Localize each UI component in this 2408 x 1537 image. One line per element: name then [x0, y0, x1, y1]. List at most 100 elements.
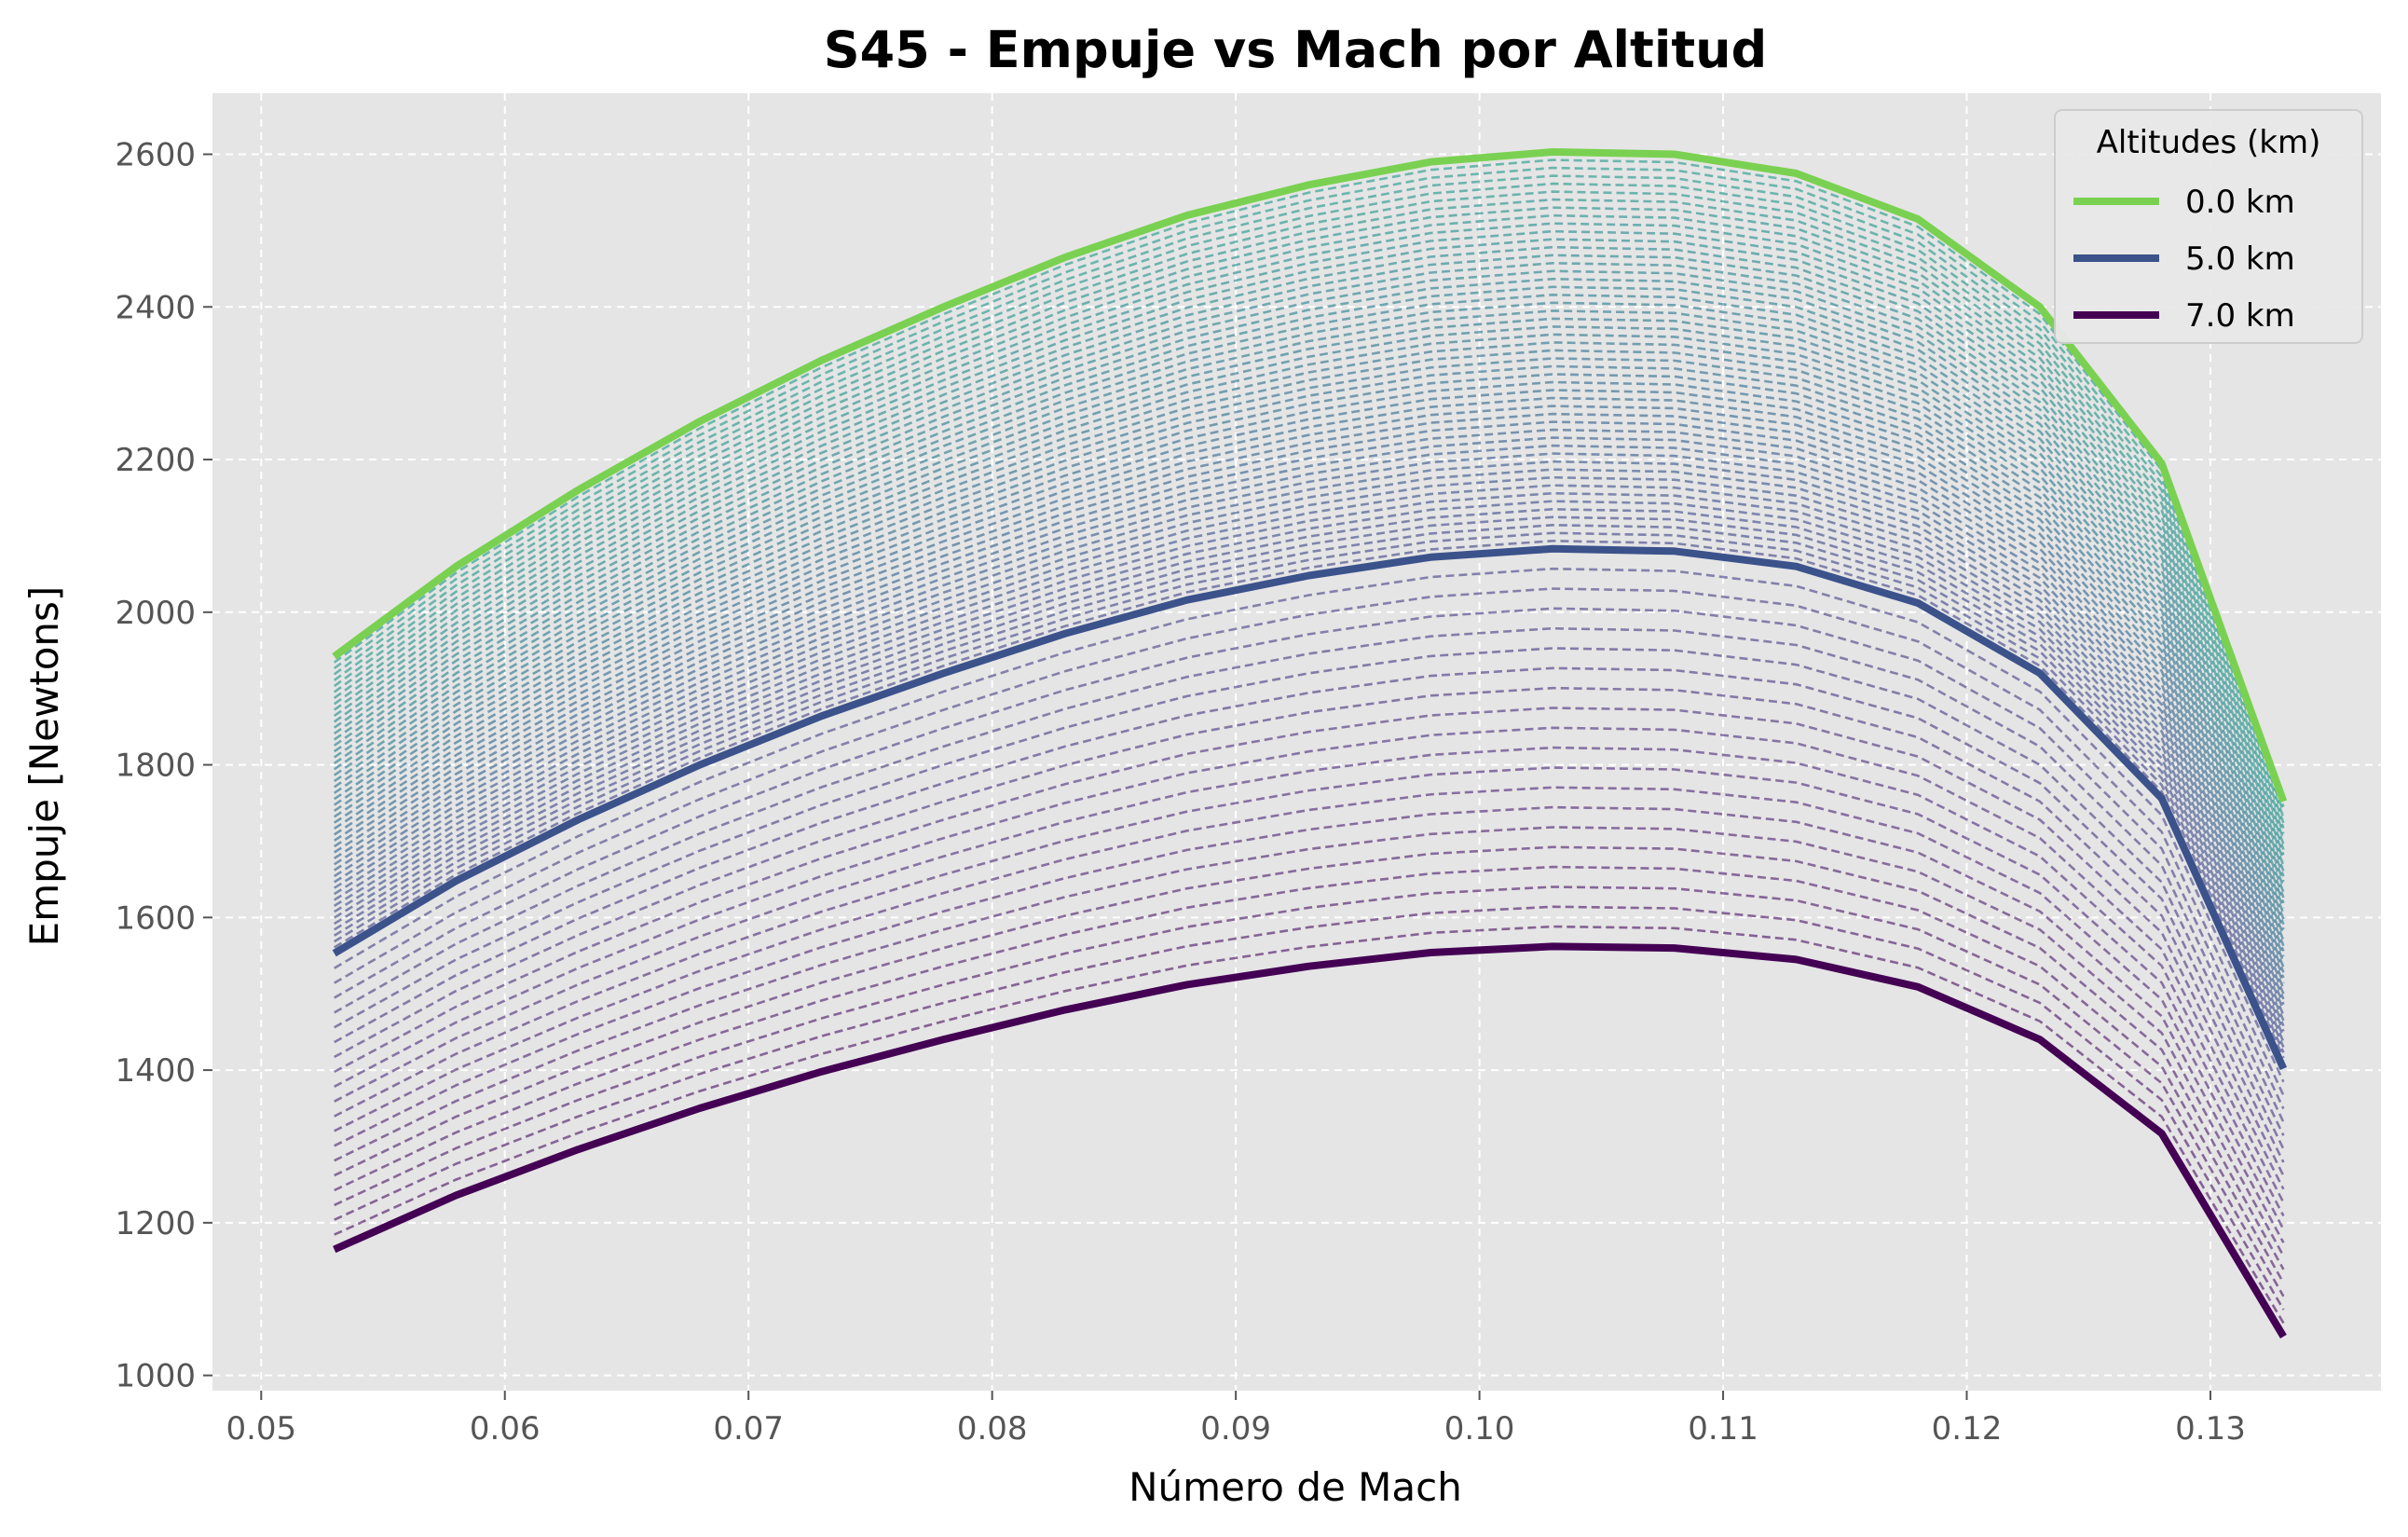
intermediate-curve-lower [334, 587, 2285, 1096]
intermediate-curve-upper [333, 166, 2285, 813]
intermediate-curve-lower [334, 905, 2285, 1311]
y-tick-label: 1600 [115, 899, 196, 937]
intermediate-curve-lower [334, 865, 2285, 1284]
intermediate-curve-upper [333, 420, 2285, 984]
x-tick-label: 0.06 [470, 1410, 540, 1448]
intermediate-curve-upper [334, 428, 2285, 990]
x-tick-label: 0.13 [2175, 1410, 2246, 1448]
intermediate-curve-upper [333, 229, 2285, 856]
intermediate-curve-upper [333, 301, 2285, 904]
intermediate-curve-upper [334, 452, 2285, 1006]
intermediate-curve-upper [334, 468, 2285, 1016]
chart-title: S45 - Empuje vs Mach por Altitud [824, 21, 1768, 79]
x-tick-label: 0.10 [1444, 1410, 1515, 1448]
y-tick-label: 2000 [115, 595, 196, 632]
intermediate-curve-upper [333, 158, 2285, 808]
intermediate-curve-upper [334, 531, 2285, 1059]
intermediate-curve-upper [333, 293, 2285, 899]
intermediate-curve-lower [334, 726, 2285, 1190]
intermediate-curve-lower [334, 567, 2285, 1083]
intermediate-curve-lower [334, 607, 2285, 1110]
intermediate-curve-upper [333, 198, 2285, 834]
intermediate-curve-lower [334, 686, 2285, 1163]
series-line-7-km [333, 942, 2287, 1338]
x-tick-label: 0.11 [1688, 1410, 1758, 1448]
intermediate-curve-upper [333, 213, 2285, 845]
legend-title: Altitudes (km) [2097, 124, 2321, 161]
intermediate-curve-upper [333, 285, 2285, 893]
intermediate-curve-upper [334, 491, 2285, 1032]
intermediate-curve-upper [334, 436, 2285, 995]
intermediate-curve-lower [334, 845, 2285, 1270]
intermediate-curve-upper [333, 277, 2285, 888]
intermediate-curve-upper [333, 405, 2285, 973]
main-series [332, 148, 2288, 1338]
intermediate-curve-upper [334, 444, 2285, 1000]
intermediate-curve-upper [333, 396, 2285, 968]
intermediate-curve-lower [334, 707, 2285, 1176]
intermediate-curve-upper [333, 309, 2285, 909]
intermediate-curve-upper [333, 206, 2285, 840]
intermediate-curve-lower [334, 925, 2285, 1324]
y-tick-label: 1200 [115, 1205, 196, 1242]
intermediate-curve-lower [334, 647, 2285, 1136]
intermediate-curve-upper [333, 349, 2285, 936]
intermediate-curve-upper [333, 254, 2285, 871]
x-tick-label: 0.05 [226, 1410, 296, 1448]
intermediate-curve-upper [333, 341, 2285, 930]
y-tick-label: 2400 [115, 289, 196, 326]
intermediate-curve-lower [334, 746, 2285, 1203]
y-tick-label: 2200 [115, 442, 196, 479]
intermediate-curve-lower [334, 885, 2285, 1297]
intermediate-curve-upper [333, 357, 2285, 941]
y-axis: 1000 1200 1400 1600 1800 2000 2200 2400 2600 [115, 137, 212, 1395]
legend-entry-label: 7.0 km [2185, 297, 2295, 335]
intermediate-curve-upper [334, 484, 2285, 1027]
intermediate-curve-lower [334, 666, 2285, 1150]
intermediate-curve-lower [334, 766, 2285, 1217]
x-tick-label: 0.09 [1200, 1410, 1271, 1448]
intermediate-curve-upper [333, 222, 2285, 850]
intermediate-curve-lower [334, 826, 2285, 1257]
intermediate-curve-upper [333, 364, 2285, 947]
intermediate-curve-upper [333, 174, 2285, 818]
intermediate-curve-upper [333, 325, 2285, 920]
intermediate-curve-upper [333, 412, 2285, 979]
intermediate-curve-upper [334, 500, 2285, 1037]
legend-entry-label: 0.0 km [2185, 184, 2295, 221]
intermediate-curve-upper [334, 460, 2285, 1010]
y-axis-label: Empuje [Newtons] [21, 586, 67, 947]
x-tick-label: 0.12 [1932, 1410, 2003, 1448]
y-tick-label: 1800 [115, 748, 196, 785]
intermediate-curve-upper [333, 190, 2285, 829]
intermediate-curve-lower [334, 786, 2285, 1230]
y-tick-label: 2600 [115, 137, 196, 174]
intermediate-curve-upper [334, 539, 2285, 1064]
x-tick-label: 0.08 [957, 1410, 1028, 1448]
y-tick-label: 1400 [115, 1052, 196, 1090]
intermediate-curve-upper [334, 523, 2285, 1053]
legend: Altitudes (km) 0.0 km 5.0 km 7.0 km [2054, 109, 2363, 344]
series-line-0-km [332, 148, 2288, 803]
intermediate-curve-upper [333, 317, 2285, 914]
intermediate-curve-upper [333, 238, 2285, 861]
intermediate-curve-lower [334, 805, 2285, 1243]
intermediate-curve-upper [333, 245, 2285, 867]
intermediate-curve-upper [334, 507, 2285, 1043]
x-axis: 0.05 0.06 0.07 0.08 0.09 0.10 0.11 0.12 0.13 [226, 1391, 2246, 1448]
intermediate-curve-upper [334, 515, 2285, 1049]
series-line-5-km [332, 544, 2288, 1071]
legend-box [2054, 109, 2363, 344]
intermediate-curves [333, 158, 2285, 1324]
x-tick-label: 0.07 [713, 1410, 784, 1448]
y-tick-label: 1000 [115, 1358, 196, 1395]
intermediate-curve-upper [333, 182, 2285, 824]
legend-entry-label: 5.0 km [2185, 240, 2295, 278]
x-axis-label: Número de Mach [1129, 1464, 1462, 1510]
intermediate-curve-upper [333, 261, 2285, 877]
grid-lines [212, 93, 2381, 1391]
intermediate-curve-upper [333, 333, 2285, 926]
intermediate-curve-upper [333, 269, 2285, 883]
intermediate-curve-upper [334, 475, 2285, 1022]
